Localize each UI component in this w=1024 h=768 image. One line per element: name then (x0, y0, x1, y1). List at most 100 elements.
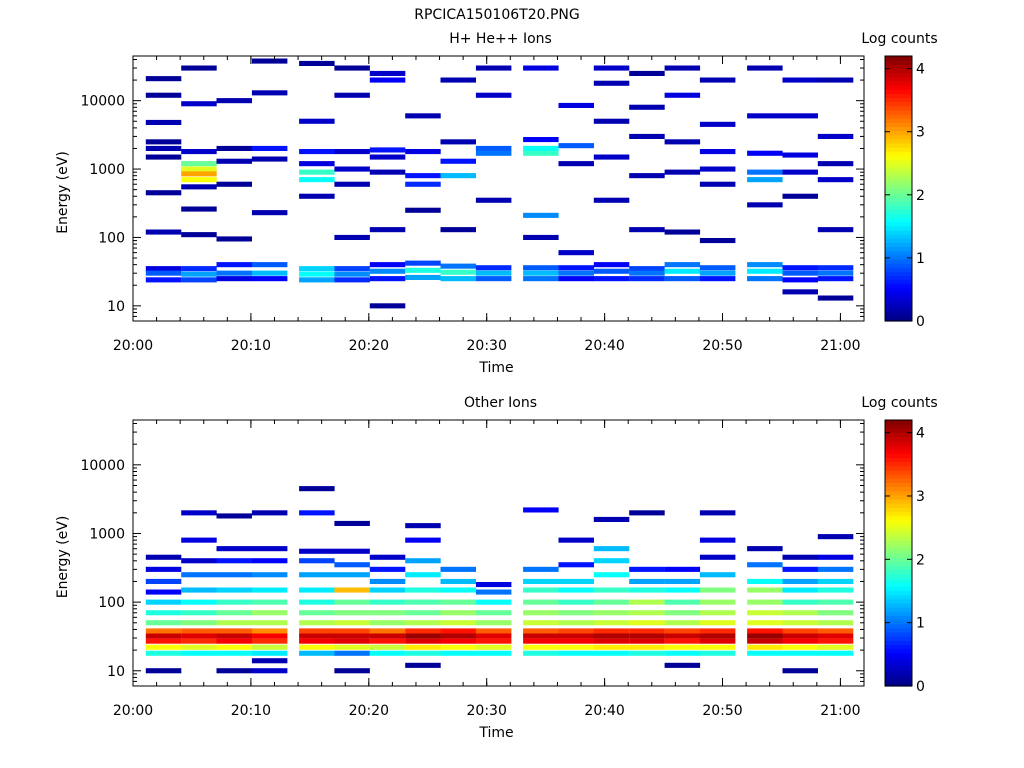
heatmap-cell (440, 77, 476, 83)
heatmap-cell (299, 548, 335, 554)
heatmap-cell (440, 276, 476, 282)
heatmap-cell (334, 234, 370, 240)
x-tick-label: 20:30 (467, 703, 507, 719)
heatmap-cell (181, 628, 217, 634)
y-tick-label: 100 (98, 595, 125, 611)
heatmap-cell (145, 119, 182, 125)
heatmap-cell (334, 266, 370, 272)
colorbar-segment (885, 424, 912, 429)
heatmap-cell (664, 650, 701, 656)
heatmap-cell (405, 523, 441, 529)
heatmap-cell (523, 578, 559, 584)
heatmap-cell (181, 149, 217, 155)
colorbar-segment (885, 444, 912, 450)
heatmap-cell (299, 587, 335, 593)
colorbar-segment (885, 126, 912, 132)
heatmap-cell (817, 587, 854, 593)
x-tick-label: 20:40 (584, 703, 624, 719)
heatmap-cell (145, 620, 182, 626)
colorbar-segment (885, 234, 912, 239)
heatmap-cell (747, 650, 783, 656)
heatmap-cell (475, 265, 512, 271)
heatmap-cell (817, 161, 854, 167)
heatmap-cell (747, 599, 783, 605)
heatmap-cell (747, 633, 783, 639)
colorbar-segment (885, 607, 912, 612)
colorbar-segment (885, 238, 912, 243)
heatmap-cell (629, 70, 665, 76)
heatmap-cell (216, 145, 252, 151)
heatmap-cell (440, 638, 476, 644)
heatmap-cell (699, 610, 736, 616)
colorbar-segment (885, 122, 912, 127)
colorbar-segment (885, 482, 912, 488)
heatmap-cell (181, 271, 217, 277)
heatmap-cell (334, 644, 370, 650)
heatmap-cell (747, 65, 783, 71)
heatmap-cell (369, 303, 406, 309)
heatmap-cell (440, 644, 476, 650)
heatmap-cell (405, 662, 441, 668)
heatmap-cell (664, 610, 701, 616)
colorbar-segment (885, 544, 912, 550)
heatmap-cell (782, 77, 818, 83)
heatmap-cell (334, 633, 370, 639)
heatmap-cell (145, 610, 182, 616)
heatmap-cell (334, 620, 370, 626)
colorbar-segment (885, 681, 912, 687)
heatmap-cell (299, 628, 335, 634)
heatmap-cell (216, 599, 252, 605)
heatmap-cell (699, 149, 736, 155)
colorbar-segment (885, 312, 912, 318)
x-axis-label: Time (478, 360, 513, 376)
heatmap-cell (181, 510, 217, 516)
heatmap-cell (405, 587, 441, 593)
colorbar-segment (885, 594, 912, 600)
colorbar-segment (885, 155, 912, 161)
colorbar-segment (885, 130, 912, 136)
colorbar-segment (885, 60, 912, 65)
heatmap-cell (782, 587, 818, 593)
heatmap-cell (593, 644, 630, 650)
heatmap-cell (440, 610, 476, 616)
colorbar-segment (885, 557, 912, 562)
colorbar-segment (885, 656, 912, 662)
heatmap-cell (629, 587, 665, 593)
heatmap-cell (369, 70, 406, 76)
heatmap-cell (216, 638, 252, 644)
heatmap-cell (181, 166, 217, 172)
colorbar-segment (885, 661, 912, 666)
x-tick-label: 20:10 (231, 703, 271, 719)
heatmap-cell (523, 507, 559, 513)
heatmap-cell (747, 638, 783, 644)
colorbar-segment (885, 507, 912, 513)
heatmap-cell (558, 587, 594, 593)
heatmap-cell (747, 113, 783, 119)
heatmap-cell (664, 587, 701, 593)
heatmap-cell (558, 161, 594, 167)
heatmap-cell (523, 620, 559, 626)
colorbar-segment (885, 582, 912, 587)
heatmap-cell (334, 638, 370, 644)
heatmap-cell (558, 143, 594, 149)
heatmap-cell (747, 276, 783, 282)
heatmap-cell (405, 267, 441, 273)
heatmap-cell (251, 510, 288, 516)
heatmap-cell (181, 65, 217, 71)
heatmap-cell (299, 633, 335, 639)
colorbar-segment (885, 644, 912, 650)
heatmap-cell (145, 76, 182, 82)
heatmap-cell (593, 276, 630, 282)
heatmap-cell (747, 578, 783, 584)
heatmap-cell (523, 610, 559, 616)
colorbar-tick-label: 4 (916, 62, 925, 78)
colorbar-tick-label: 1 (916, 251, 925, 267)
heatmap-cell (475, 276, 512, 282)
x-tick-label: 20:00 (113, 338, 153, 354)
heatmap-cell (699, 77, 736, 83)
heatmap-cell (558, 270, 594, 276)
colorbar-segment (885, 188, 912, 194)
colorbar-segment (885, 56, 912, 61)
